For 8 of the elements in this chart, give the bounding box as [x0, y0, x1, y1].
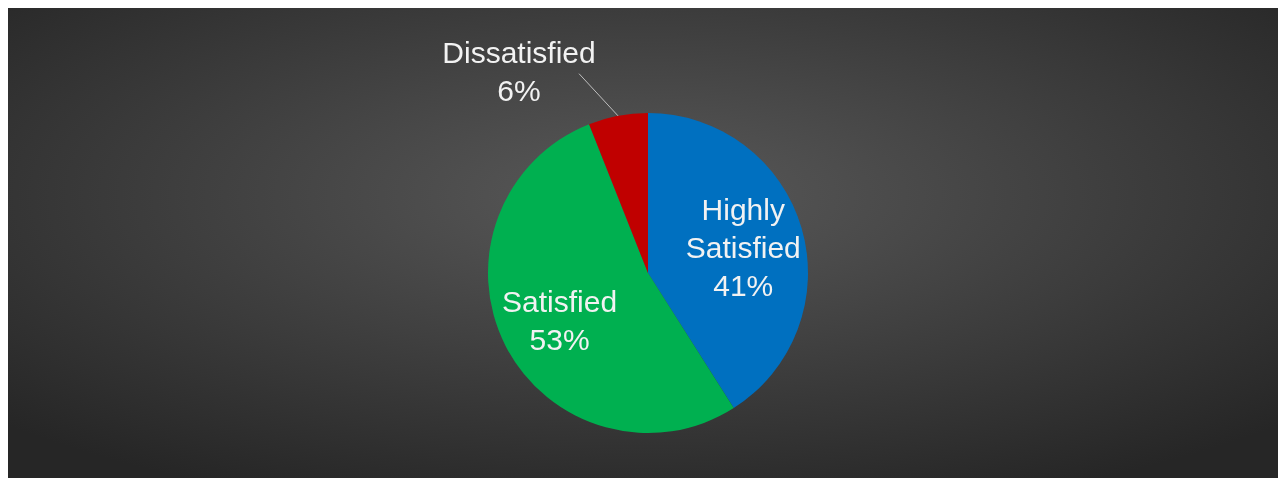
slice-label: Highly Satisfied	[685, 193, 801, 265]
slice-label: Dissatisfied	[442, 35, 596, 69]
data-label: 53%	[529, 323, 590, 357]
pie-slice	[648, 113, 808, 409]
slice-label: Satisfied	[502, 285, 618, 319]
pie-slice	[589, 113, 648, 273]
data-label: 41%	[713, 269, 774, 303]
data-label: 6%	[497, 73, 541, 107]
